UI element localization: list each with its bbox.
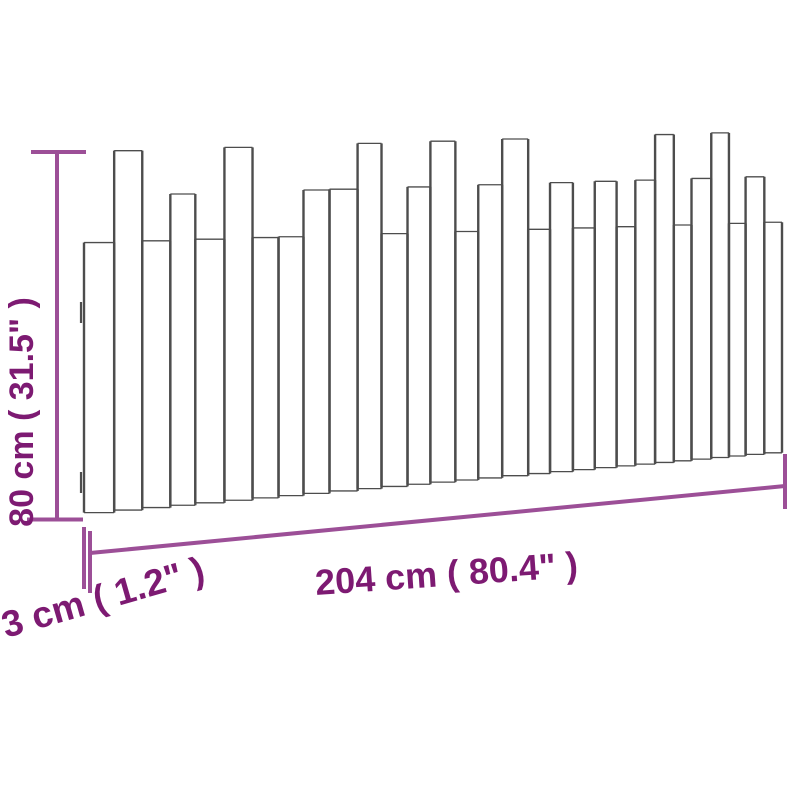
svg-text:80 cm ( 31.5" ): 80 cm ( 31.5" ): [3, 297, 41, 527]
